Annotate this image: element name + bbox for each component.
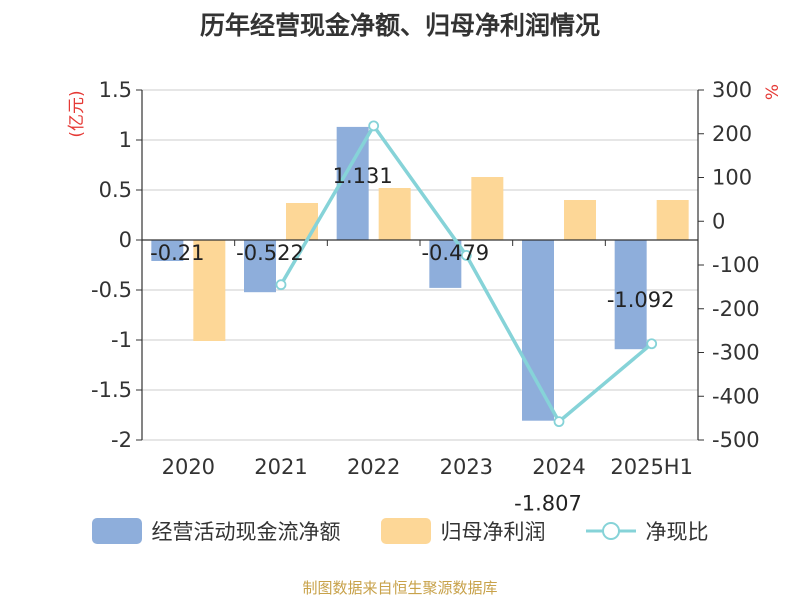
legend-swatch-cash [91, 518, 142, 544]
cash-flow-data-label: -1.807 [514, 492, 582, 516]
left-tick-label: 0 [119, 228, 132, 252]
bar-cash-flow[interactable] [429, 240, 462, 288]
chart-title: 历年经营现金净额、归母净利润情况 [199, 11, 600, 40]
ratio-point[interactable] [368, 120, 380, 132]
legend: 经营活动现金流净额 归母净利润 净现比 [0, 516, 800, 546]
x-category-label: 2023 [440, 455, 493, 479]
right-tick-label: -300 [712, 341, 760, 365]
right-axis-unit: % [763, 84, 783, 100]
ratio-point[interactable] [275, 279, 287, 291]
ratio-point[interactable] [553, 416, 565, 428]
bar-net-profit[interactable] [471, 177, 504, 240]
legend-item-ratio[interactable]: 净现比 [585, 516, 709, 546]
right-tick-label: -500 [712, 428, 760, 452]
right-tick-label: 200 [712, 122, 752, 146]
bar-net-profit[interactable] [378, 188, 411, 240]
left-tick-label: 1.5 [99, 78, 132, 102]
legend-swatch-profit [380, 518, 431, 544]
legend-label-ratio: 净现比 [645, 520, 709, 544]
right-tick-label: -400 [712, 384, 760, 408]
bar-cash-flow[interactable] [244, 240, 276, 293]
left-tick-label: 0.5 [99, 178, 132, 202]
legend-item-cash[interactable]: 经营活动现金流净额 [91, 516, 341, 546]
bar-net-profit[interactable] [564, 200, 596, 240]
cash-flow-data-label: -1.092 [607, 288, 675, 312]
x-category-label: 2024 [532, 455, 585, 479]
cash-flow-data-label: -0.21 [150, 241, 204, 265]
cash-flow-data-label: -0.479 [421, 241, 489, 265]
legend-label-profit: 归母净利润 [440, 520, 546, 544]
left-tick-label: -0.5 [91, 278, 132, 302]
cash-flow-data-label: -0.522 [236, 241, 304, 265]
left-tick-label: 1 [119, 128, 132, 152]
cash-flow-data-label: 1.131 [333, 164, 393, 188]
right-tick-label: -100 [712, 253, 760, 277]
bar-cash-flow[interactable] [522, 240, 554, 421]
right-tick-label: -200 [712, 297, 760, 321]
right-tick-label: 300 [712, 78, 752, 102]
bar-cash-flow[interactable] [151, 240, 184, 261]
bar-cash-flow[interactable] [614, 240, 647, 350]
x-category-label: 2021 [254, 455, 307, 479]
legend-swatch-ratio [585, 522, 636, 540]
ratio-point[interactable] [460, 249, 472, 261]
left-tick-label: -1 [111, 328, 132, 352]
bar-net-profit[interactable] [656, 200, 689, 240]
x-category-label: 2020 [162, 455, 215, 479]
x-category-label: 2025H1 [610, 455, 693, 479]
bar-net-profit[interactable] [286, 203, 318, 240]
x-category-label: 2022 [347, 455, 400, 479]
ratio-point[interactable] [646, 338, 658, 350]
right-tick-label: 0 [712, 209, 725, 233]
footer-source: 制图数据来自恒生聚源数据库 [302, 579, 498, 597]
left-tick-label: -2 [111, 428, 132, 452]
left-axis-unit: (亿元) [67, 90, 87, 137]
right-tick-label: 100 [712, 166, 752, 190]
left-tick-label: -1.5 [91, 378, 132, 402]
legend-item-profit[interactable]: 归母净利润 [380, 516, 546, 546]
legend-label-cash: 经营活动现金流净额 [151, 520, 341, 544]
bar-net-profit[interactable] [193, 240, 226, 341]
